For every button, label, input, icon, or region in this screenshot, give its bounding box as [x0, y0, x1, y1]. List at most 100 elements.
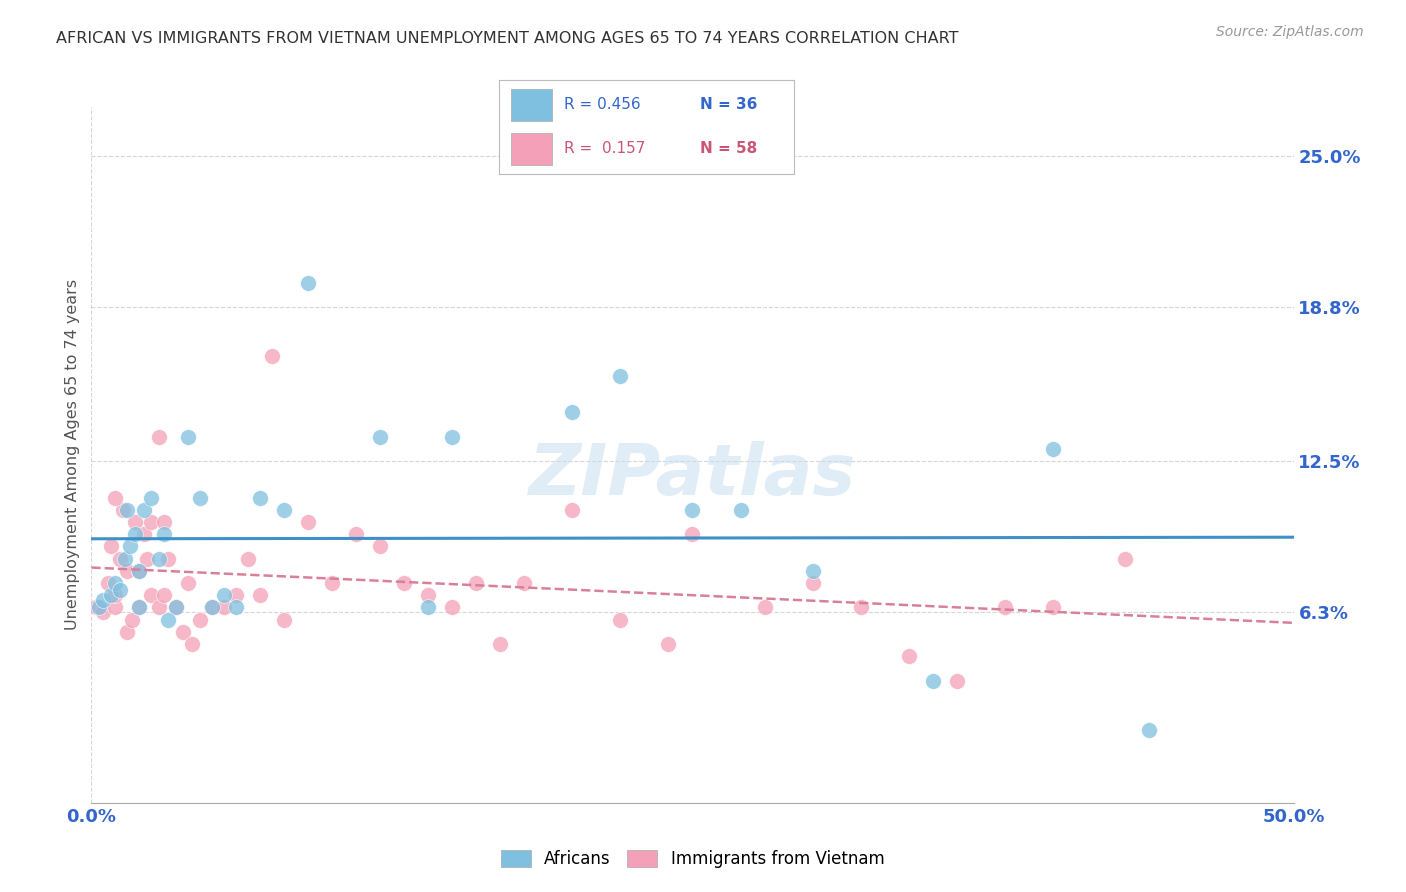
Point — [236, 551, 259, 566]
Point — [111, 503, 134, 517]
Text: Source: ZipAtlas.com: Source: ZipAtlas.com — [1216, 25, 1364, 39]
Point — [273, 503, 295, 517]
Point — [249, 491, 271, 505]
Point — [97, 576, 120, 591]
Point — [212, 588, 235, 602]
Point — [134, 503, 156, 517]
Point — [181, 637, 204, 651]
Point — [225, 600, 247, 615]
Point — [994, 600, 1017, 615]
Point — [176, 576, 198, 591]
Point — [249, 588, 271, 602]
Point — [152, 588, 174, 602]
Point — [489, 637, 512, 651]
Point — [128, 600, 150, 615]
Point — [368, 429, 391, 443]
Point — [513, 576, 536, 591]
Point — [368, 540, 391, 554]
Point — [100, 540, 122, 554]
Point — [946, 673, 969, 688]
Point — [93, 606, 115, 620]
Text: ZIPatlas: ZIPatlas — [529, 442, 856, 510]
Point — [1137, 723, 1160, 737]
Point — [110, 551, 132, 566]
Point — [172, 624, 194, 639]
Point — [104, 588, 127, 602]
Text: N = 36: N = 36 — [700, 97, 758, 112]
Point — [141, 515, 163, 529]
Point — [188, 613, 211, 627]
Text: R = 0.456: R = 0.456 — [564, 97, 641, 112]
Point — [124, 515, 146, 529]
Point — [897, 649, 920, 664]
Point — [118, 540, 141, 554]
Point — [104, 576, 127, 591]
Point — [416, 600, 439, 615]
Point — [561, 405, 583, 419]
Point — [84, 600, 107, 615]
Point — [801, 564, 824, 578]
Point — [110, 583, 132, 598]
Point — [128, 564, 150, 578]
Point — [165, 600, 187, 615]
Point — [440, 429, 463, 443]
Point — [152, 527, 174, 541]
Point — [128, 600, 150, 615]
Point — [465, 576, 488, 591]
Point — [93, 593, 115, 607]
Point — [561, 503, 583, 517]
Point — [730, 503, 752, 517]
Point — [1042, 600, 1064, 615]
Text: AFRICAN VS IMMIGRANTS FROM VIETNAM UNEMPLOYMENT AMONG AGES 65 TO 74 YEARS CORREL: AFRICAN VS IMMIGRANTS FROM VIETNAM UNEMP… — [56, 31, 959, 46]
Point — [657, 637, 679, 651]
Point — [609, 368, 631, 383]
Point — [416, 588, 439, 602]
Point — [260, 349, 283, 363]
Point — [117, 503, 139, 517]
Bar — [510, 133, 553, 164]
Point — [134, 527, 156, 541]
Point — [100, 588, 122, 602]
Point — [114, 551, 136, 566]
Point — [157, 551, 180, 566]
Point — [141, 491, 163, 505]
Point — [157, 613, 180, 627]
Point — [87, 600, 110, 615]
Point — [176, 429, 198, 443]
Point — [128, 564, 150, 578]
Text: N = 58: N = 58 — [700, 141, 758, 156]
Point — [135, 551, 157, 566]
Point — [273, 613, 295, 627]
Point — [297, 276, 319, 290]
Point — [104, 600, 127, 615]
Point — [117, 564, 139, 578]
Point — [681, 527, 703, 541]
Point — [225, 588, 247, 602]
Bar — [510, 88, 553, 120]
Point — [754, 600, 776, 615]
Point — [212, 600, 235, 615]
Point — [188, 491, 211, 505]
Point — [297, 515, 319, 529]
Point — [104, 491, 127, 505]
Point — [121, 613, 143, 627]
Point — [165, 600, 187, 615]
Point — [1042, 442, 1064, 456]
Y-axis label: Unemployment Among Ages 65 to 74 years: Unemployment Among Ages 65 to 74 years — [65, 279, 80, 631]
Point — [922, 673, 945, 688]
Point — [117, 624, 139, 639]
Point — [200, 600, 222, 615]
Point — [141, 588, 163, 602]
Point — [321, 576, 343, 591]
Point — [801, 576, 824, 591]
Point — [440, 600, 463, 615]
Text: R =  0.157: R = 0.157 — [564, 141, 645, 156]
Legend: Africans, Immigrants from Vietnam: Africans, Immigrants from Vietnam — [494, 843, 891, 874]
Point — [344, 527, 367, 541]
Point — [148, 551, 170, 566]
Point — [609, 613, 631, 627]
Point — [1114, 551, 1136, 566]
Point — [152, 515, 174, 529]
Point — [148, 429, 170, 443]
Point — [681, 503, 703, 517]
